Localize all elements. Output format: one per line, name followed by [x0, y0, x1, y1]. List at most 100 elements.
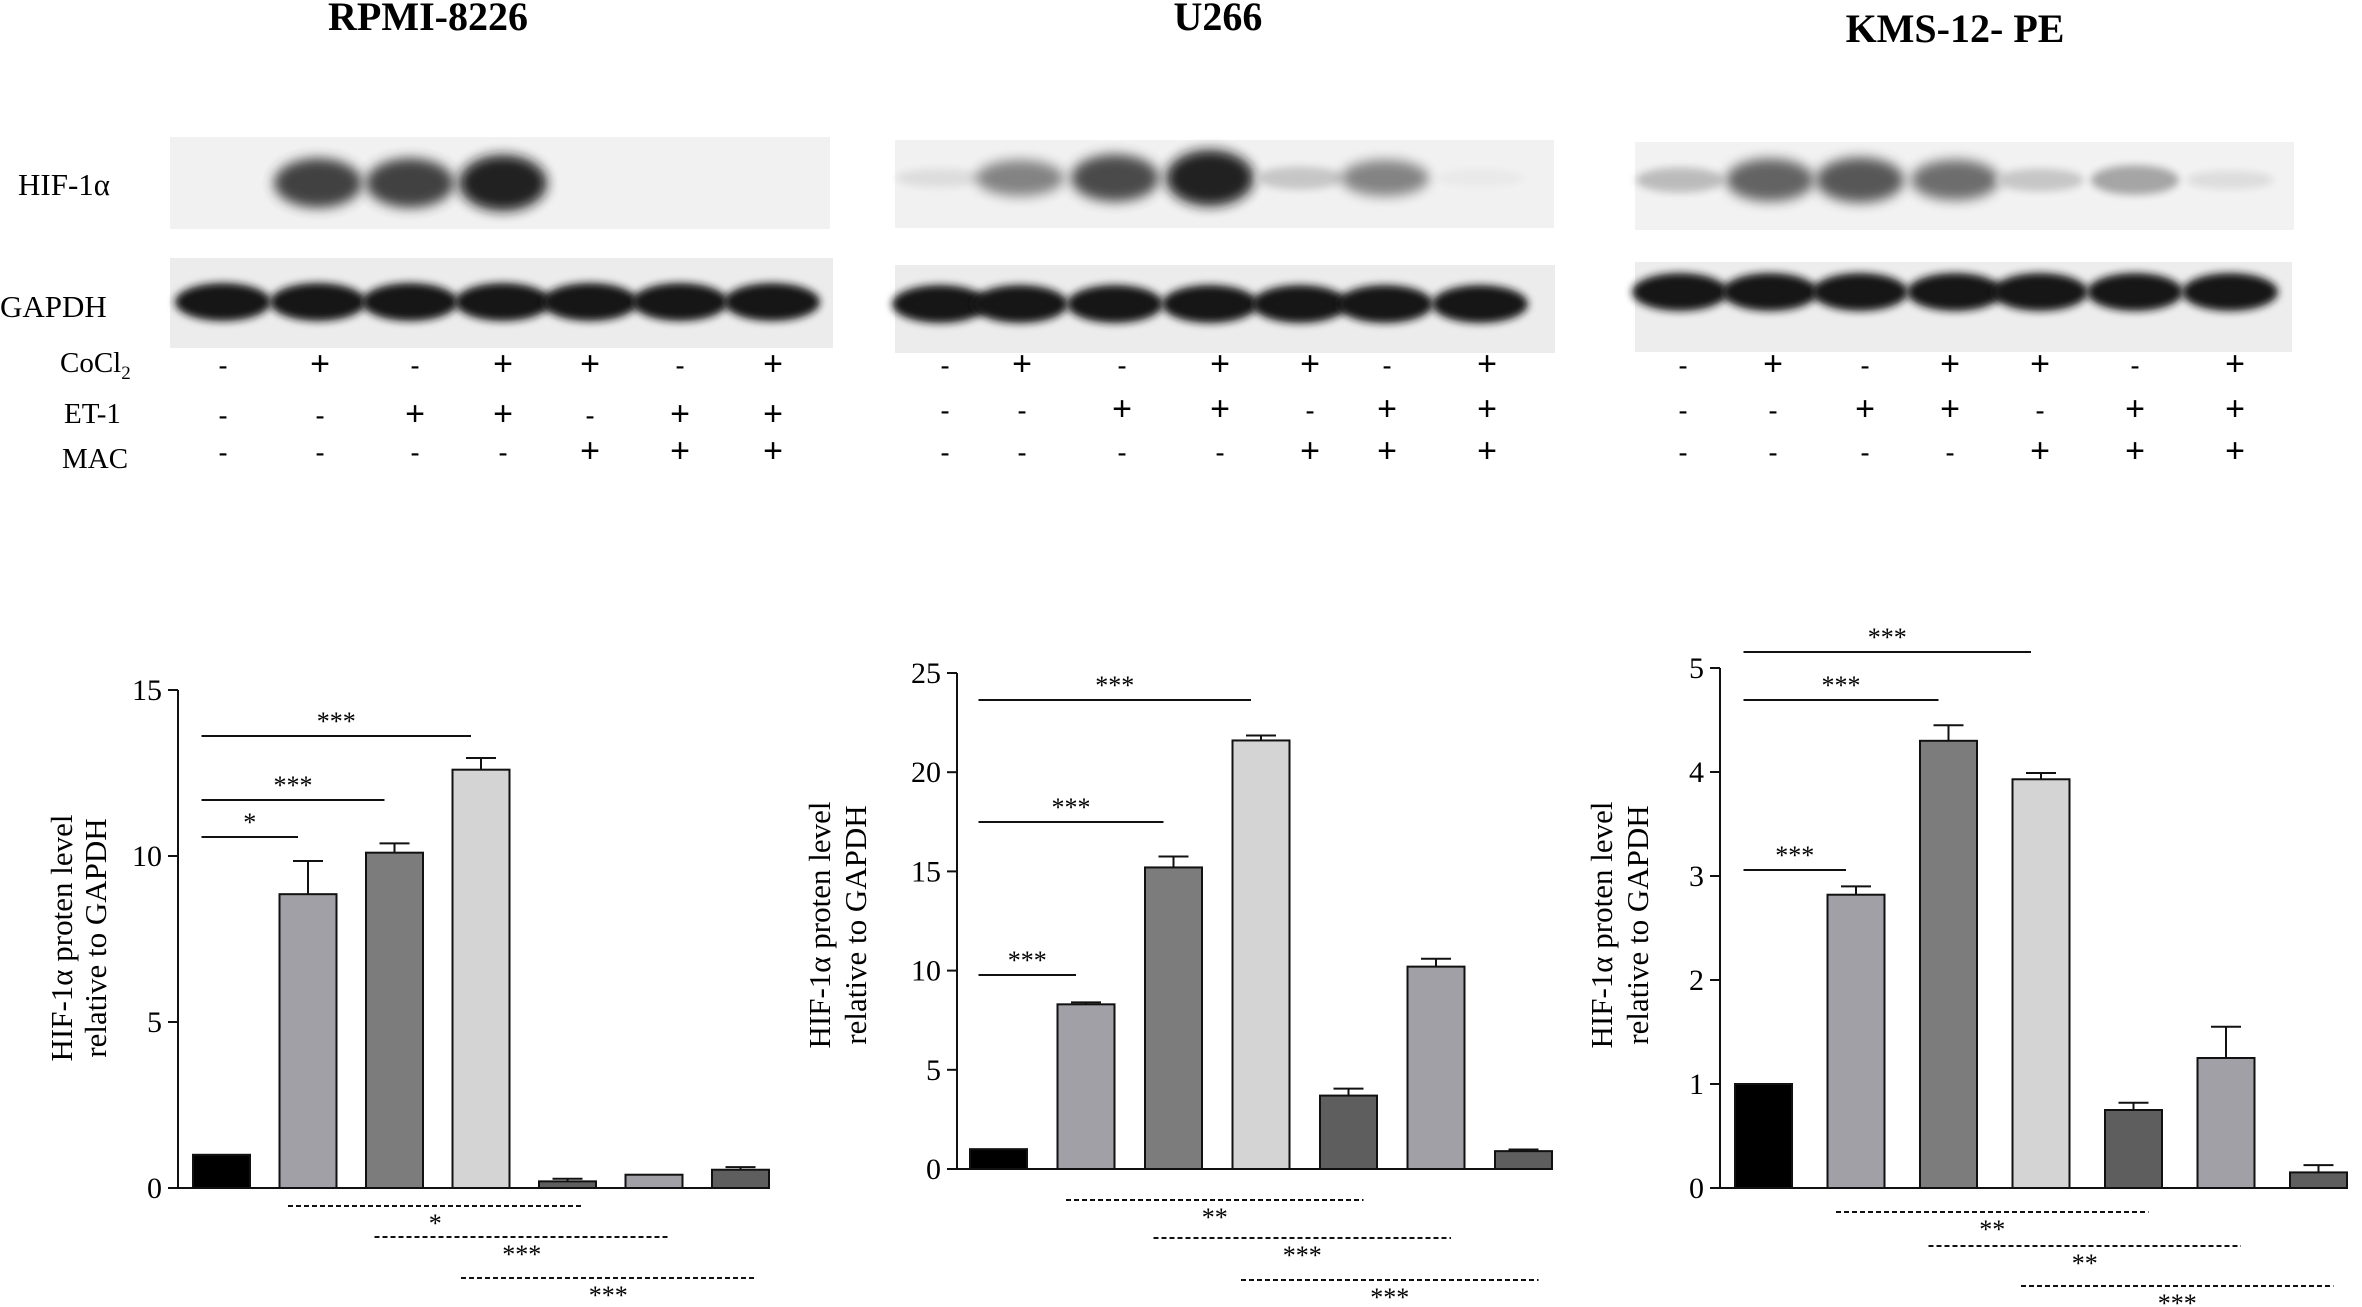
treatment-sign: - [1678, 350, 1687, 381]
treatment-sign: + [1940, 345, 1960, 383]
hif-band [1726, 158, 1814, 202]
y-tick-label: 5 [926, 1054, 941, 1087]
treatment-sign: + [2225, 432, 2245, 470]
hif-band [2091, 165, 2179, 195]
gapdh-band [1252, 285, 1348, 323]
gapdh-band [1432, 285, 1528, 323]
hif-row-label: HIF-1α [18, 167, 110, 202]
gapdh-band [362, 283, 458, 321]
gapdh-band [972, 285, 1068, 323]
bar [1494, 1150, 1553, 1171]
y-tick-label: 0 [926, 1153, 941, 1186]
hif-band [459, 155, 547, 211]
treatment-sign: + [1940, 390, 1960, 428]
treatment-sign: - [1305, 395, 1314, 426]
bar [2196, 1057, 2256, 1189]
y-tick-label: 5 [1689, 652, 1704, 685]
bar [278, 893, 338, 1189]
treatment-sign: - [1768, 437, 1777, 468]
treatment-sign: - [1860, 437, 1869, 468]
bar-chart: 0 5 10 15 HIF-1α proten level relative to GAP… [44, 674, 770, 1307]
y-tick-label: 2 [1689, 964, 1704, 997]
treatment-sign: - [218, 437, 227, 468]
gapdh-band [1162, 285, 1258, 323]
significance-label: ** [2072, 1249, 2098, 1278]
hif-band [1256, 166, 1344, 190]
hif-band [1166, 150, 1254, 206]
hif-band [274, 158, 362, 208]
y-tick-label: 15 [911, 855, 941, 888]
hif-band [1436, 169, 1524, 187]
hif-band [1911, 159, 1999, 201]
significance-label: *** [274, 771, 313, 800]
y-tick-label: 10 [911, 955, 941, 988]
y-tick-label: 3 [1689, 860, 1704, 893]
treatment-sign: + [1763, 345, 1783, 383]
y-axis-label: relative to GAPDH [1620, 805, 1655, 1044]
significance-label: *** [1283, 1241, 1322, 1270]
bar [1319, 1094, 1378, 1171]
bar [192, 1153, 251, 1190]
gapdh-band [632, 283, 728, 321]
treatment-sign: + [580, 345, 600, 383]
gapdh-band [175, 283, 271, 321]
treatment-sign: + [493, 395, 513, 433]
hif-band [366, 158, 454, 208]
y-tick-label: 5 [147, 1006, 162, 1039]
bar-chart: 0 5 10 15 20 25 HIF-1α proten level relative to… [802, 657, 1553, 1307]
y-tick-label: 10 [132, 840, 162, 873]
gapdh-band [1992, 273, 2088, 311]
y-axis-label: relative to GAPDH [838, 805, 873, 1044]
treatment-grid: - + - + + - + - - + + - + + - - - - + + + [1678, 345, 2245, 470]
treatment-sign: - [2130, 350, 2139, 381]
treatment-sign: + [493, 345, 513, 383]
treatment-sign: - [1215, 437, 1224, 468]
treatment-sign: + [2125, 390, 2145, 428]
treatment-sign: + [1112, 390, 1132, 428]
panel-title: KMS-12- PE [1846, 6, 2065, 51]
mac-row-label: MAC [62, 443, 128, 475]
treatment-sign: + [1210, 390, 1230, 428]
treatment-sign: + [763, 432, 783, 470]
y-tick-label: 4 [1689, 756, 1704, 789]
treatment-sign: + [2030, 432, 2050, 470]
treatment-sign: + [1477, 432, 1497, 470]
treatment-sign: + [670, 432, 690, 470]
panel-u266: U266 - + - + + - + - - + + - + + - - - - + + + 0 5 10 15 20 25 HIF… [802, 0, 1555, 1307]
significance-label: ** [1979, 1215, 2005, 1244]
hif-band [2186, 170, 2274, 190]
treatment-sign: - [1860, 350, 1869, 381]
gapdh-blot [892, 265, 1555, 353]
treatment-sign: - [1382, 350, 1391, 381]
bar [1056, 1003, 1116, 1170]
y-tick-label: 20 [911, 756, 941, 789]
significance-label: *** [1370, 1283, 1409, 1307]
et1-row-label: ET-1 [64, 398, 121, 430]
gapdh-band [892, 285, 988, 323]
significance-label: *** [2158, 1289, 2197, 1307]
treatment-sign: + [670, 395, 690, 433]
treatment-sign: - [218, 350, 227, 381]
gapdh-band [1632, 273, 1728, 311]
cocl2-row-label: CoCl2 [60, 347, 131, 384]
treatment-sign: - [940, 395, 949, 426]
treatment-sign: + [310, 345, 330, 383]
significance-label: *** [1095, 671, 1134, 700]
treatment-sign: - [410, 350, 419, 381]
treatment-sign: - [1945, 437, 1954, 468]
significance-label: *** [1008, 946, 1047, 975]
treatment-sign: + [1855, 390, 1875, 428]
bar [969, 1148, 1028, 1171]
hif-blot [1635, 142, 2294, 230]
treatment-sign: + [580, 432, 600, 470]
treatment-sign: - [218, 400, 227, 431]
gapdh-band [1067, 285, 1163, 323]
panel-title: RPMI-8226 [328, 0, 528, 39]
treatment-sign: + [2225, 345, 2245, 383]
treatment-sign: - [1678, 395, 1687, 426]
panel-rpmi-8226: RPMI-8226 - + - + + - +- - + + - + +- - - - + + + 051015HI… [44, 0, 833, 1307]
bar [2289, 1171, 2348, 1190]
treatment-sign: + [1377, 432, 1397, 470]
gapdh-blot [170, 258, 833, 348]
